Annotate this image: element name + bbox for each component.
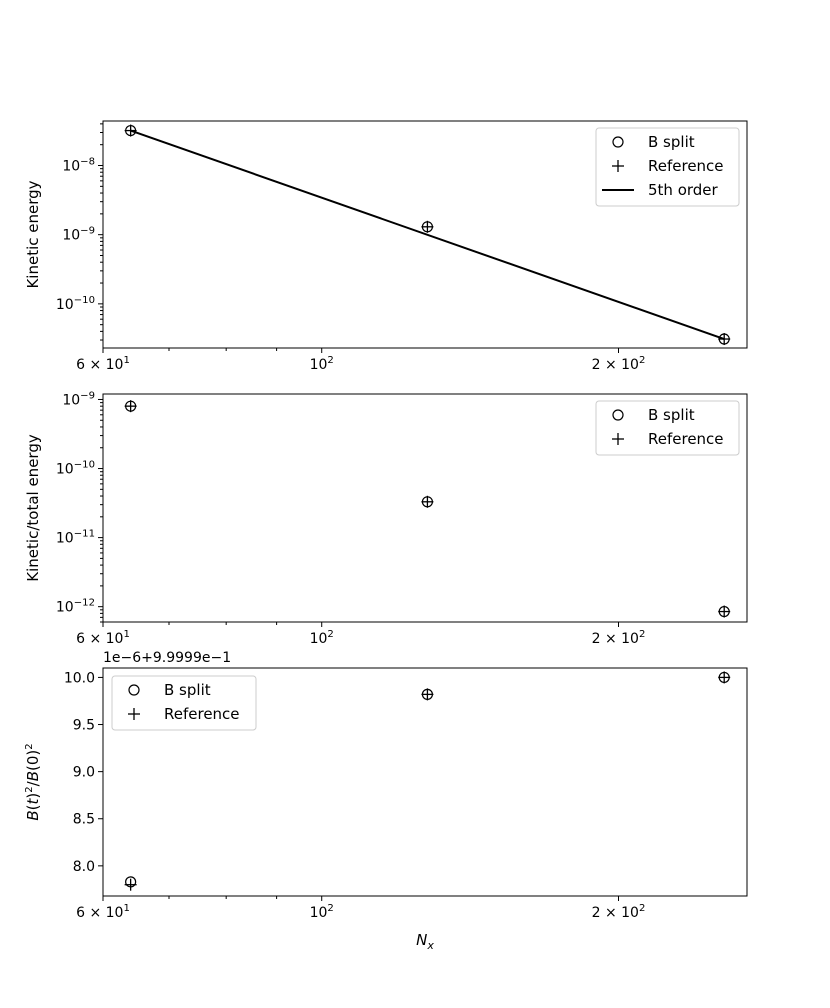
legend-frame [111, 675, 257, 731]
y-tick-label: 9.0 [73, 765, 95, 781]
panel-kinetic-total-energy: 6 × 101 102 2 × 102 10−9 10−10 10−11 10−12 Kine… [24, 390, 748, 647]
reference-point [421, 495, 434, 508]
legend-frame [595, 127, 740, 207]
y-tick-label: 8.5 [73, 812, 95, 828]
y-axis-label: B(t)2/B(0)2 [24, 743, 42, 820]
y-tick-label: 10−10 [56, 295, 95, 313]
y-tick-label: 10−9 [62, 226, 95, 244]
reference-point [124, 878, 137, 891]
axes-frame [102, 393, 748, 623]
y-tick-label: 9.5 [73, 718, 95, 734]
panel-magnetic-ratio: 6 × 101 102 2 × 102 8.0 8.5 9.0 9.5 10.0 B(t)2/B… [24, 650, 748, 921]
legend-label: 5th order [648, 181, 719, 199]
reference-point [124, 124, 137, 137]
axes-frame [102, 667, 748, 897]
x-axis-label: Nx [416, 931, 434, 952]
x-tick-label: 102 [310, 355, 334, 373]
legend-frame [595, 400, 740, 456]
legend-plus-marker [128, 708, 140, 720]
panel-kinetic-energy: 6 × 101 102 2 × 102 10−8 10−9 10−10 Kinetic en… [24, 120, 748, 373]
legend: B split Reference 5th order [595, 127, 740, 207]
y-tick-label: 10−8 [62, 157, 95, 175]
legend-label: B split [164, 681, 211, 699]
reference-point [421, 688, 434, 701]
y-axis-label: Kinetic energy [24, 180, 42, 288]
legend-label: Reference [648, 157, 724, 175]
y-tick-label: 10−11 [56, 529, 95, 547]
legend-label: B split [648, 133, 695, 151]
y-tick-label: 8.0 [73, 859, 95, 875]
legend-circle-marker [612, 409, 624, 421]
x-tick-label: 102 [310, 903, 334, 921]
legend: B split Reference [595, 400, 740, 456]
x-tick-label: 6 × 101 [76, 903, 130, 921]
legend-circle-marker [128, 684, 140, 696]
reference-point [718, 671, 731, 684]
legend-label: Reference [164, 705, 240, 723]
x-tick-label: 2 × 102 [592, 903, 646, 921]
fifth-order-line [130, 129, 725, 340]
y-axis-label: Kinetic/total energy [24, 434, 42, 582]
x-tick-label: 2 × 102 [592, 355, 646, 373]
legend: B split Reference [111, 675, 257, 731]
y-tick-label: 10−9 [62, 390, 95, 408]
y-offset-text: 1e−6+9.9999e−1 [103, 650, 231, 666]
reference-point [718, 333, 731, 346]
reference-point [124, 400, 137, 413]
x-tick-label: 6 × 101 [76, 629, 130, 647]
y-tick-label: 10−12 [56, 598, 95, 616]
reference-point [421, 220, 434, 233]
y-tick-label: 10−10 [56, 460, 95, 478]
legend-label: Reference [648, 430, 724, 448]
legend-plus-marker [612, 433, 624, 445]
legend-label: B split [648, 406, 695, 424]
x-tick-label: 6 × 101 [76, 355, 130, 373]
reference-point [718, 605, 731, 618]
y-tick-label: 10.0 [64, 670, 95, 686]
x-tick-label: 102 [310, 629, 334, 647]
x-tick-label: 2 × 102 [592, 629, 646, 647]
legend-circle-marker [612, 136, 624, 148]
legend-plus-marker [612, 160, 624, 172]
